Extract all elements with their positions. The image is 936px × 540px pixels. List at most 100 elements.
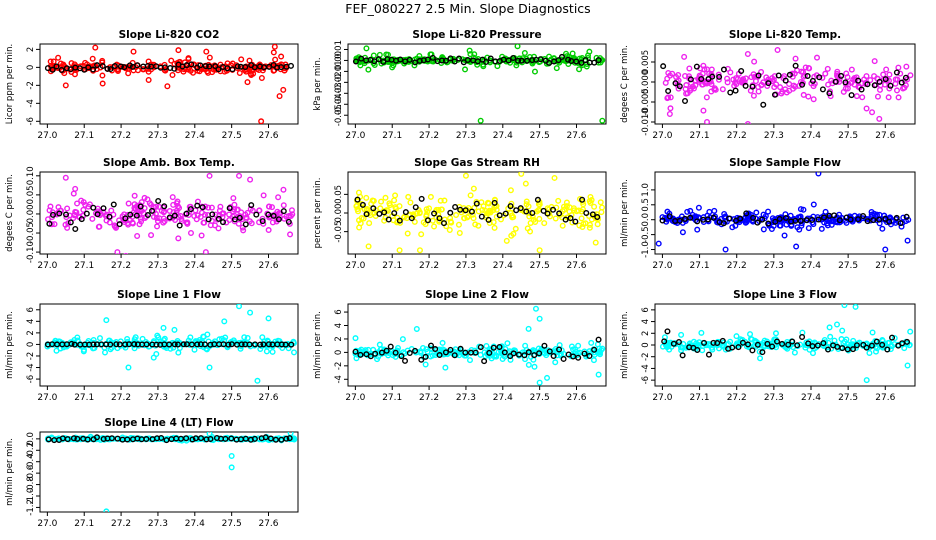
data-point — [588, 196, 595, 203]
data-point — [746, 344, 753, 351]
data-point-reference — [819, 86, 826, 93]
data-point — [750, 92, 757, 99]
data-point-reference — [206, 63, 213, 70]
data-point — [776, 222, 783, 229]
data-point-reference — [567, 215, 574, 222]
data-point — [261, 338, 268, 345]
data-point — [244, 79, 251, 86]
data-point-reference — [107, 66, 114, 73]
data-point — [536, 215, 543, 222]
data-point-reference — [847, 216, 854, 223]
data-point-reference — [229, 66, 236, 73]
data-point — [191, 346, 198, 353]
data-point — [138, 218, 145, 225]
data-point — [50, 58, 57, 65]
data-point-reference — [562, 216, 569, 223]
data-point — [869, 329, 876, 336]
data-point-reference — [540, 207, 547, 214]
y-tick-label: -1.0 — [641, 241, 651, 258]
plot-frame — [347, 43, 607, 125]
data-point-reference — [534, 196, 541, 203]
data-point — [150, 213, 157, 220]
y-tick-label: -2 — [26, 81, 36, 89]
x-tick-label: 27.2 — [727, 131, 747, 141]
data-point — [679, 229, 686, 236]
x-tick-label: 27.5 — [838, 393, 858, 403]
data-point — [732, 79, 739, 86]
data-point-reference — [358, 55, 365, 62]
y-tick-label: 0.05 — [26, 185, 36, 204]
data-point — [280, 202, 287, 209]
data-point-reference — [749, 347, 756, 354]
y-tick-label: -2 — [26, 352, 36, 360]
data-point-reference — [710, 339, 717, 346]
data-point — [827, 93, 834, 100]
data-point — [471, 51, 478, 58]
data-point — [841, 304, 848, 309]
data-point-reference — [359, 201, 366, 208]
data-point — [89, 215, 96, 222]
data-point — [836, 78, 843, 85]
data-point — [203, 48, 210, 55]
y-axis-label: Licor ppm per min. — [5, 44, 15, 125]
data-point — [439, 339, 446, 346]
data-point — [250, 70, 257, 77]
data-point — [288, 207, 295, 214]
data-point-reference — [253, 211, 260, 218]
data-point-reference — [860, 341, 867, 348]
data-point — [525, 361, 532, 368]
data-point — [544, 374, 551, 381]
data-point-reference — [507, 203, 514, 210]
data-point — [448, 219, 455, 226]
data-point — [662, 79, 669, 86]
data-point — [48, 221, 55, 228]
data-point — [695, 204, 702, 211]
data-point-reference — [765, 80, 772, 87]
data-point — [526, 213, 533, 220]
data-point — [175, 349, 182, 356]
data-point — [103, 317, 110, 324]
data-point — [504, 340, 511, 347]
y-tick-label: -1.0 — [26, 488, 36, 505]
data-point-reference — [127, 211, 134, 218]
data-point — [193, 216, 200, 223]
data-point-reference — [860, 212, 867, 219]
data-point-reference — [541, 342, 548, 349]
data-point — [466, 47, 473, 54]
data-point-reference — [50, 211, 57, 218]
data-point — [529, 213, 536, 220]
data-point — [265, 315, 272, 322]
data-point — [827, 333, 834, 340]
x-tick-label: 27.0 — [37, 131, 57, 141]
data-point — [399, 336, 406, 343]
data-point-reference — [782, 214, 789, 221]
data-point — [228, 464, 235, 471]
data-point — [413, 325, 420, 332]
data-point — [810, 201, 817, 208]
data-point — [764, 82, 771, 89]
data-point-reference — [447, 55, 454, 62]
data-point-reference — [418, 195, 425, 202]
data-point-reference — [265, 341, 272, 348]
x-tick-label: 27.3 — [456, 131, 476, 141]
data-point-reference — [133, 212, 140, 219]
data-point-reference — [491, 199, 498, 206]
data-point-reference — [681, 215, 688, 222]
data-point-reference — [904, 338, 911, 345]
y-tick-label: -2 — [641, 352, 651, 360]
data-point-reference — [74, 435, 81, 442]
data-point-reference — [809, 216, 816, 223]
x-tick-label: 27.1 — [690, 261, 710, 271]
data-point — [71, 212, 78, 219]
data-point-reference — [550, 353, 557, 360]
data-point — [271, 44, 278, 50]
data-point — [99, 72, 106, 79]
data-point — [96, 335, 103, 342]
data-point-reference — [111, 63, 118, 70]
x-tick-label: 27.5 — [838, 261, 858, 271]
data-point — [805, 225, 812, 232]
data-point — [566, 204, 573, 211]
data-point-reference — [886, 218, 893, 225]
data-point — [441, 216, 448, 223]
data-point-reference — [90, 341, 97, 348]
